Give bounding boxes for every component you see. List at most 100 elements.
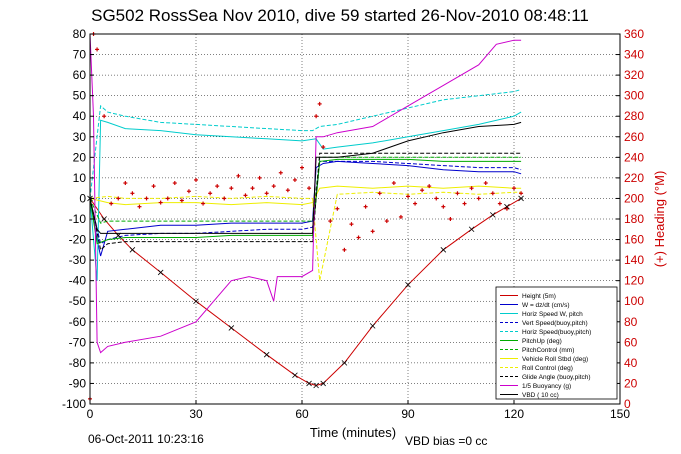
legend-entry: Roll Control (deg) xyxy=(522,365,573,372)
heading-point xyxy=(363,204,368,209)
heading-point xyxy=(144,196,149,201)
heading-point xyxy=(229,186,234,191)
heading-point xyxy=(179,198,184,203)
height-point xyxy=(490,212,496,218)
heading-point xyxy=(201,201,206,206)
heading-point xyxy=(158,200,163,205)
heading-point xyxy=(398,214,403,219)
heading-point xyxy=(413,201,418,206)
y-tick-label: 10 xyxy=(73,171,87,185)
heading-point xyxy=(462,201,467,206)
heading-point xyxy=(194,177,198,182)
heading-point xyxy=(349,222,354,227)
heading-point xyxy=(483,181,488,186)
y-tick-label: -30 xyxy=(69,253,87,267)
series-line-11 xyxy=(89,121,522,234)
y-right-tick-label: 340 xyxy=(624,48,644,62)
heading-point xyxy=(519,191,524,196)
heading-point xyxy=(300,165,304,170)
legend-entry: W = dz/dt (cm/s) xyxy=(522,302,570,309)
series-line-1 xyxy=(89,160,522,257)
series-lines xyxy=(89,33,522,387)
height-point xyxy=(405,281,411,288)
heading-point xyxy=(377,191,382,196)
heading-point xyxy=(384,219,389,224)
legend-entry: Horiz Speed(buoy,pitch) xyxy=(522,329,591,336)
heading-markers xyxy=(88,32,524,401)
y-tick-label: -60 xyxy=(69,315,87,329)
right-axis-label: (+) Heading (°M) xyxy=(652,171,667,268)
heading-point xyxy=(356,235,361,240)
heading-point xyxy=(441,204,446,209)
heading-point xyxy=(271,184,276,189)
height-point xyxy=(228,325,235,331)
height-point xyxy=(129,247,136,253)
y-right-tick-label: 220 xyxy=(624,171,644,185)
heading-point xyxy=(335,206,340,211)
heading-point xyxy=(406,194,410,199)
series-line-5 xyxy=(89,158,522,245)
series-line-10 xyxy=(89,33,522,354)
height-point xyxy=(115,232,122,239)
heading-point xyxy=(116,196,121,201)
heading-point xyxy=(391,181,396,186)
y-right-tick-label: 200 xyxy=(624,191,644,205)
x-tick-label: 0 xyxy=(87,407,94,421)
height-point xyxy=(320,380,326,387)
series-line-7 xyxy=(89,185,522,206)
height-point xyxy=(468,226,475,233)
height-point xyxy=(440,247,447,253)
legend-entry: Height (5m) xyxy=(522,293,556,300)
height-point xyxy=(369,323,376,329)
x-tick-label: 60 xyxy=(295,407,309,421)
heading-point xyxy=(257,175,262,180)
series-line-4 xyxy=(89,89,522,199)
heading-point xyxy=(448,217,453,221)
y-right-tick-label: 20 xyxy=(624,376,638,390)
heading-point xyxy=(497,201,502,206)
y-right-tick-label: 120 xyxy=(624,274,644,288)
legend-entry: Horiz Speed W, pitch xyxy=(522,311,583,318)
y-right-tick-label: 360 xyxy=(624,27,644,41)
legend-entry: PitchUp (deg) xyxy=(522,338,562,345)
heading-point xyxy=(292,177,297,182)
legend-entry: Vehicle Roll Stbd (deg) xyxy=(522,356,588,363)
height-point xyxy=(504,203,510,210)
y-tick-label: 50 xyxy=(73,89,87,103)
heading-point xyxy=(285,188,290,193)
x-tick-label: 30 xyxy=(189,407,203,421)
heading-point xyxy=(215,184,220,189)
series-line-2 xyxy=(89,111,522,281)
heading-point xyxy=(370,229,375,234)
series-line-8 xyxy=(89,191,522,281)
legend-entry: 1/5 Buoyancy (g) xyxy=(522,383,571,390)
heading-point xyxy=(427,184,432,189)
x-axis-ticks: 0 30 60 90 120 150 xyxy=(87,400,630,421)
left-axis-ticks: -100-90-80-70-60-50-40-30-20-10010203040… xyxy=(62,27,94,411)
heading-point xyxy=(455,191,460,196)
y-right-tick-label: 140 xyxy=(624,253,644,267)
heading-point xyxy=(420,188,425,193)
legend-entry: PitchControl (mm) xyxy=(522,347,574,354)
y-tick-label: -100 xyxy=(62,397,86,411)
height-markers xyxy=(87,195,524,389)
heading-point xyxy=(236,173,241,178)
y-tick-label: 20 xyxy=(73,150,87,164)
heading-point xyxy=(109,201,114,206)
height-point xyxy=(157,269,164,276)
heading-point xyxy=(151,184,156,189)
heading-point xyxy=(123,181,128,186)
right-axis-ticks: 0 20 40 60 80 100 120 140 160 180 200 220 240 260 280 3… xyxy=(616,27,644,411)
heading-point xyxy=(250,186,255,191)
heading-point xyxy=(490,191,495,196)
series-line-6 xyxy=(89,156,522,224)
heading-point xyxy=(102,114,107,119)
y-tick-label: -50 xyxy=(69,294,87,308)
heading-point xyxy=(165,196,170,201)
series-line-0 xyxy=(89,197,522,387)
heading-point xyxy=(328,219,333,224)
footer-timestamp: 06-Oct-2011 10:23:16 xyxy=(88,432,204,446)
series-line-3 xyxy=(89,160,522,245)
heading-point xyxy=(186,189,191,194)
